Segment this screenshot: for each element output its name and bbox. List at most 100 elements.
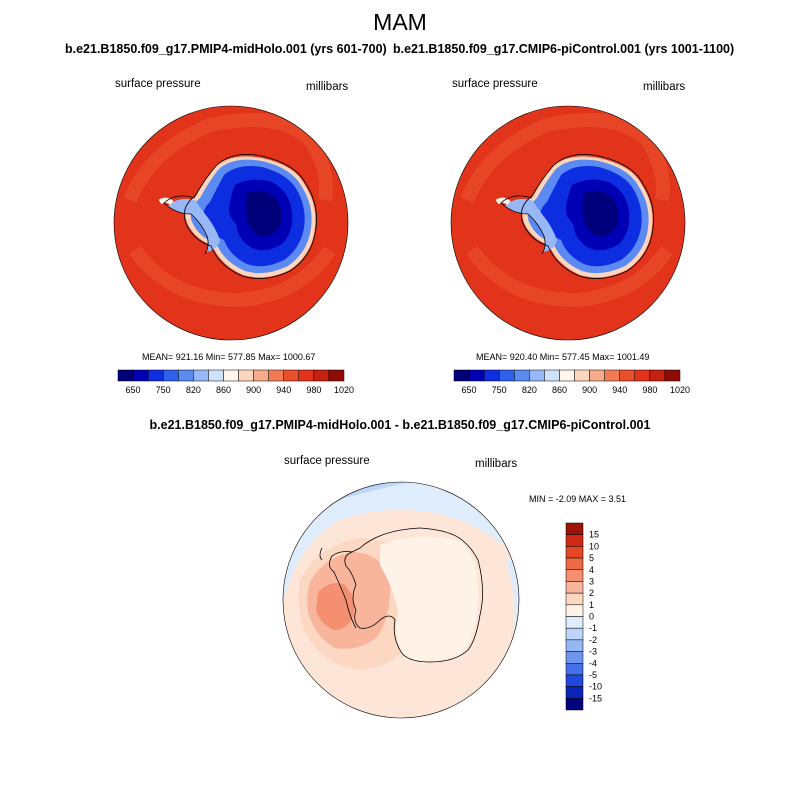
colorbar-swatch bbox=[544, 369, 560, 382]
panel-2-map-border bbox=[450, 105, 686, 341]
colorbar-swatch bbox=[649, 369, 666, 382]
colorbar-swatch bbox=[514, 369, 530, 382]
colorbar-swatch bbox=[565, 627, 584, 641]
panel-2-colorbar: 650 750 820 860 900 940 980 1020 bbox=[453, 369, 690, 395]
panel-1-title: b.e21.B1850.f09_g17.PMIP4-midHolo.001 (y… bbox=[65, 42, 387, 56]
panel-2-pressure-band bbox=[466, 245, 673, 308]
colorbar-swatch bbox=[208, 369, 224, 382]
colorbar-swatch bbox=[132, 369, 149, 382]
colorbar-tick-label: 750 bbox=[492, 385, 507, 395]
panel-2-peninsula-coastline bbox=[500, 195, 546, 255]
figure-title: MAM bbox=[373, 9, 427, 35]
colorbar-swatch bbox=[117, 369, 134, 382]
colorbar-swatch bbox=[565, 651, 584, 664]
panel-1-coastline bbox=[183, 153, 317, 279]
colorbar-swatch bbox=[529, 369, 545, 382]
panel-3-coastline bbox=[344, 527, 483, 663]
colorbar-tick-label: 820 bbox=[186, 385, 201, 395]
colorbar-tick-label: 4 bbox=[589, 565, 594, 575]
colorbar-swatch bbox=[468, 369, 485, 382]
panel-1-peninsula-tip bbox=[158, 197, 174, 206]
colorbar-tick-label: 940 bbox=[612, 385, 627, 395]
colorbar-tick-label: 980 bbox=[306, 385, 321, 395]
panel-1-ice-dome bbox=[228, 179, 293, 251]
panel-2-title: b.e21.B1850.f09_g17.CMIP6-piControl.001 … bbox=[393, 42, 735, 56]
panel-1-units-label: millibars bbox=[306, 81, 349, 93]
colorbar-swatch bbox=[223, 369, 239, 382]
panel-1-stats: MEAN= 921.16 Min= 577.85 Max= 1000.67 bbox=[142, 352, 316, 362]
panel-3-stats: MIN = -2.09 MAX = 3.51 bbox=[529, 494, 627, 504]
colorbar-tick-label: -1 bbox=[589, 623, 597, 633]
colorbar-swatch bbox=[565, 522, 584, 535]
colorbar-swatch bbox=[565, 534, 584, 547]
colorbar-swatch bbox=[565, 639, 584, 652]
panel-3-continent-interior bbox=[380, 536, 479, 662]
colorbar-swatch bbox=[483, 369, 500, 382]
panel-1-peninsula bbox=[168, 198, 220, 252]
panel-2-ocean-fill bbox=[451, 106, 685, 340]
panel-3-peninsula-coastline bbox=[329, 551, 357, 629]
panel-3-title: b.e21.B1850.f09_g17.PMIP4-midHolo.001 - … bbox=[149, 418, 651, 432]
colorbar-swatch bbox=[162, 369, 179, 382]
panel-2-pressure-band bbox=[460, 113, 670, 203]
colorbar-swatch bbox=[565, 546, 584, 559]
panel-1-coast-zone bbox=[185, 156, 316, 278]
panel-3-map-border bbox=[282, 481, 520, 719]
colorbar-tick-label: 10 bbox=[589, 541, 599, 551]
panel-1-map-border bbox=[113, 105, 349, 341]
colorbar-swatch bbox=[453, 369, 470, 382]
colorbar-swatch bbox=[328, 369, 345, 382]
panel-3-map bbox=[282, 481, 520, 719]
panel-1-pressure-band bbox=[123, 113, 333, 203]
panel-3-negative-region bbox=[283, 482, 519, 600]
colorbar-tick-label: 900 bbox=[246, 385, 261, 395]
panel-2-ice-edge bbox=[527, 159, 649, 274]
colorbar-tick-label: 750 bbox=[156, 385, 171, 395]
colorbar-swatch bbox=[298, 369, 315, 382]
panel-2-stats: MEAN= 920.40 Min= 577.45 Max= 1001.49 bbox=[476, 352, 650, 362]
colorbar-tick-label: 900 bbox=[582, 385, 597, 395]
colorbar-swatch bbox=[619, 369, 636, 382]
colorbar-swatch bbox=[283, 369, 300, 382]
colorbar-swatch bbox=[664, 369, 681, 382]
panel-3-island-coastline bbox=[319, 547, 323, 561]
panel-3-positive-core bbox=[316, 583, 355, 630]
colorbar-swatch bbox=[559, 369, 575, 382]
panel-3-variable-label: surface pressure bbox=[284, 455, 370, 467]
colorbar-tick-label: 1020 bbox=[334, 385, 354, 395]
colorbar-tick-label: -15 bbox=[589, 693, 602, 703]
panel-2-ice-slope bbox=[540, 166, 642, 267]
panel-1-pressure-band bbox=[129, 245, 336, 308]
colorbar-tick-label: 650 bbox=[126, 385, 141, 395]
panel-1-colorbar: 650 750 820 860 900 940 980 1020 bbox=[117, 369, 354, 395]
colorbar-tick-label: -5 bbox=[589, 670, 597, 680]
panel-3-negative-core bbox=[330, 482, 380, 496]
colorbar-swatch bbox=[238, 369, 254, 382]
colorbar-swatch bbox=[565, 674, 584, 687]
colorbar-tick-label: 0 bbox=[589, 612, 594, 622]
panel-1-ice-slope bbox=[203, 166, 305, 267]
colorbar-tick-label: 650 bbox=[462, 385, 477, 395]
colorbar-swatch bbox=[565, 698, 584, 711]
panel-3-base-fill bbox=[283, 482, 519, 718]
colorbar-swatch bbox=[253, 369, 269, 382]
colorbar-tick-label: -2 bbox=[589, 635, 597, 645]
colorbar-tick-label: 820 bbox=[522, 385, 537, 395]
colorbar-swatch bbox=[565, 557, 584, 570]
colorbar-swatch bbox=[565, 592, 584, 606]
colorbar-tick-label: 860 bbox=[552, 385, 567, 395]
panel-2-units-label: millibars bbox=[643, 81, 686, 93]
colorbar-swatch bbox=[147, 369, 164, 382]
panel-3-negative-region-strong bbox=[283, 482, 420, 540]
panel-1-map bbox=[113, 105, 349, 341]
panel-2-peninsula-tip bbox=[495, 197, 511, 206]
colorbar-tick-label: 1 bbox=[589, 600, 594, 610]
colorbar-tick-label: 940 bbox=[276, 385, 291, 395]
panel-1-ice-edge bbox=[190, 159, 312, 274]
colorbar-tick-label: 5 bbox=[589, 553, 594, 563]
panel-2-map bbox=[450, 105, 686, 341]
panel-3-units-label: millibars bbox=[475, 458, 518, 470]
panel-3-positive-region bbox=[298, 538, 424, 670]
colorbar-tick-label: 1020 bbox=[670, 385, 690, 395]
